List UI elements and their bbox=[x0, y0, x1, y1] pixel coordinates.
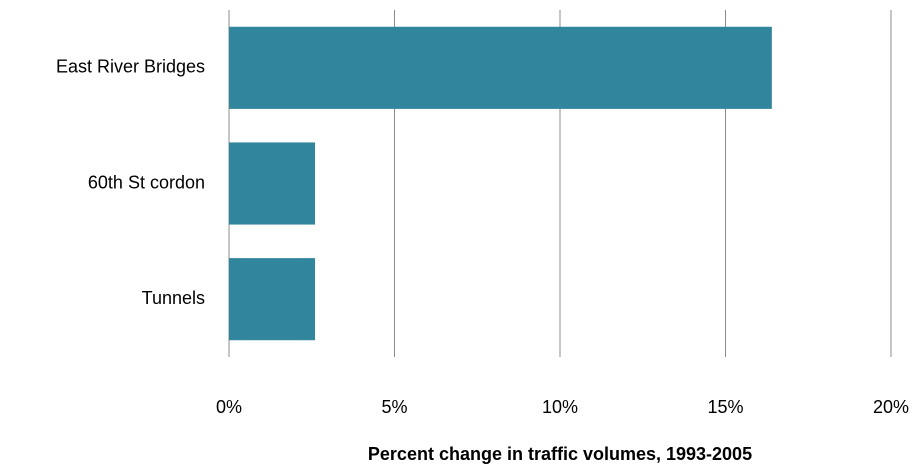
x-tick-label: 10% bbox=[542, 397, 578, 417]
bar bbox=[229, 142, 316, 225]
bar bbox=[229, 26, 772, 109]
y-tick-label: 60th St cordon bbox=[88, 172, 205, 192]
x-tick-label: 0% bbox=[216, 397, 242, 417]
y-tick-label: East River Bridges bbox=[56, 57, 205, 77]
x-tick-label: 20% bbox=[873, 397, 909, 417]
x-tick-label: 5% bbox=[381, 397, 407, 417]
x-tick-label: 15% bbox=[707, 397, 743, 417]
y-tick-label: Tunnels bbox=[142, 288, 205, 308]
x-axis-title: Percent change in traffic volumes, 1993-… bbox=[368, 444, 752, 464]
bar bbox=[229, 258, 316, 341]
